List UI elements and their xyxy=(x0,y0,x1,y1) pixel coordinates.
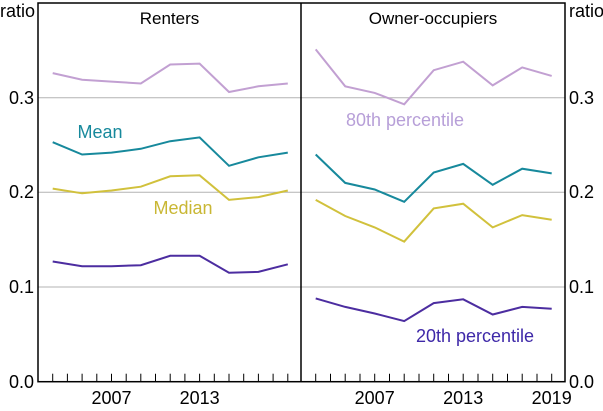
line-owner-occupiers-20th-percentile xyxy=(315,297,552,323)
y-tick-label-left: 0.2 xyxy=(8,182,34,203)
x-tick-label: 2007 xyxy=(91,388,132,408)
line-owner-occupiers-median xyxy=(315,199,552,243)
panel-title-renters: Renters xyxy=(139,9,200,28)
y-tick-label-right: 0.1 xyxy=(569,277,595,297)
y-tick-label-right: 0.3 xyxy=(569,87,595,108)
line-renters-median xyxy=(52,174,289,201)
line-renters-80th-percentile xyxy=(52,62,288,94)
y-tick-label-left: 0.3 xyxy=(8,87,34,108)
series-label-80th-percentile: 80th percentile xyxy=(345,110,465,130)
line-owner-occupiers-80th-percentile xyxy=(314,48,552,106)
x-tick-label: 2013 xyxy=(443,388,484,408)
series-label-20th-percentile: 20th percentile xyxy=(415,326,535,346)
series-label-median: Median xyxy=(153,198,213,218)
panel-title-owner-occupiers: Owner-occupiers xyxy=(368,9,498,28)
y-tick-label-right: 0.0 xyxy=(569,371,595,392)
y-tick-label-left: 0.1 xyxy=(8,277,34,297)
line-renters-mean xyxy=(52,136,288,167)
x-tick-label: 2019 xyxy=(531,388,572,408)
x-tick-label: 2013 xyxy=(179,388,220,408)
y-tick-label-left: 0.0 xyxy=(8,371,34,392)
series-label-mean: Mean xyxy=(77,122,123,142)
y-axis-label-left: ratio xyxy=(0,1,36,21)
y-tick-label-right: 0.2 xyxy=(569,182,595,203)
y-axis-label-right: ratio xyxy=(569,1,603,21)
x-tick-label: 2007 xyxy=(354,388,395,408)
line-owner-occupiers-mean xyxy=(315,153,552,203)
line-renters-20th-percentile xyxy=(52,254,289,274)
